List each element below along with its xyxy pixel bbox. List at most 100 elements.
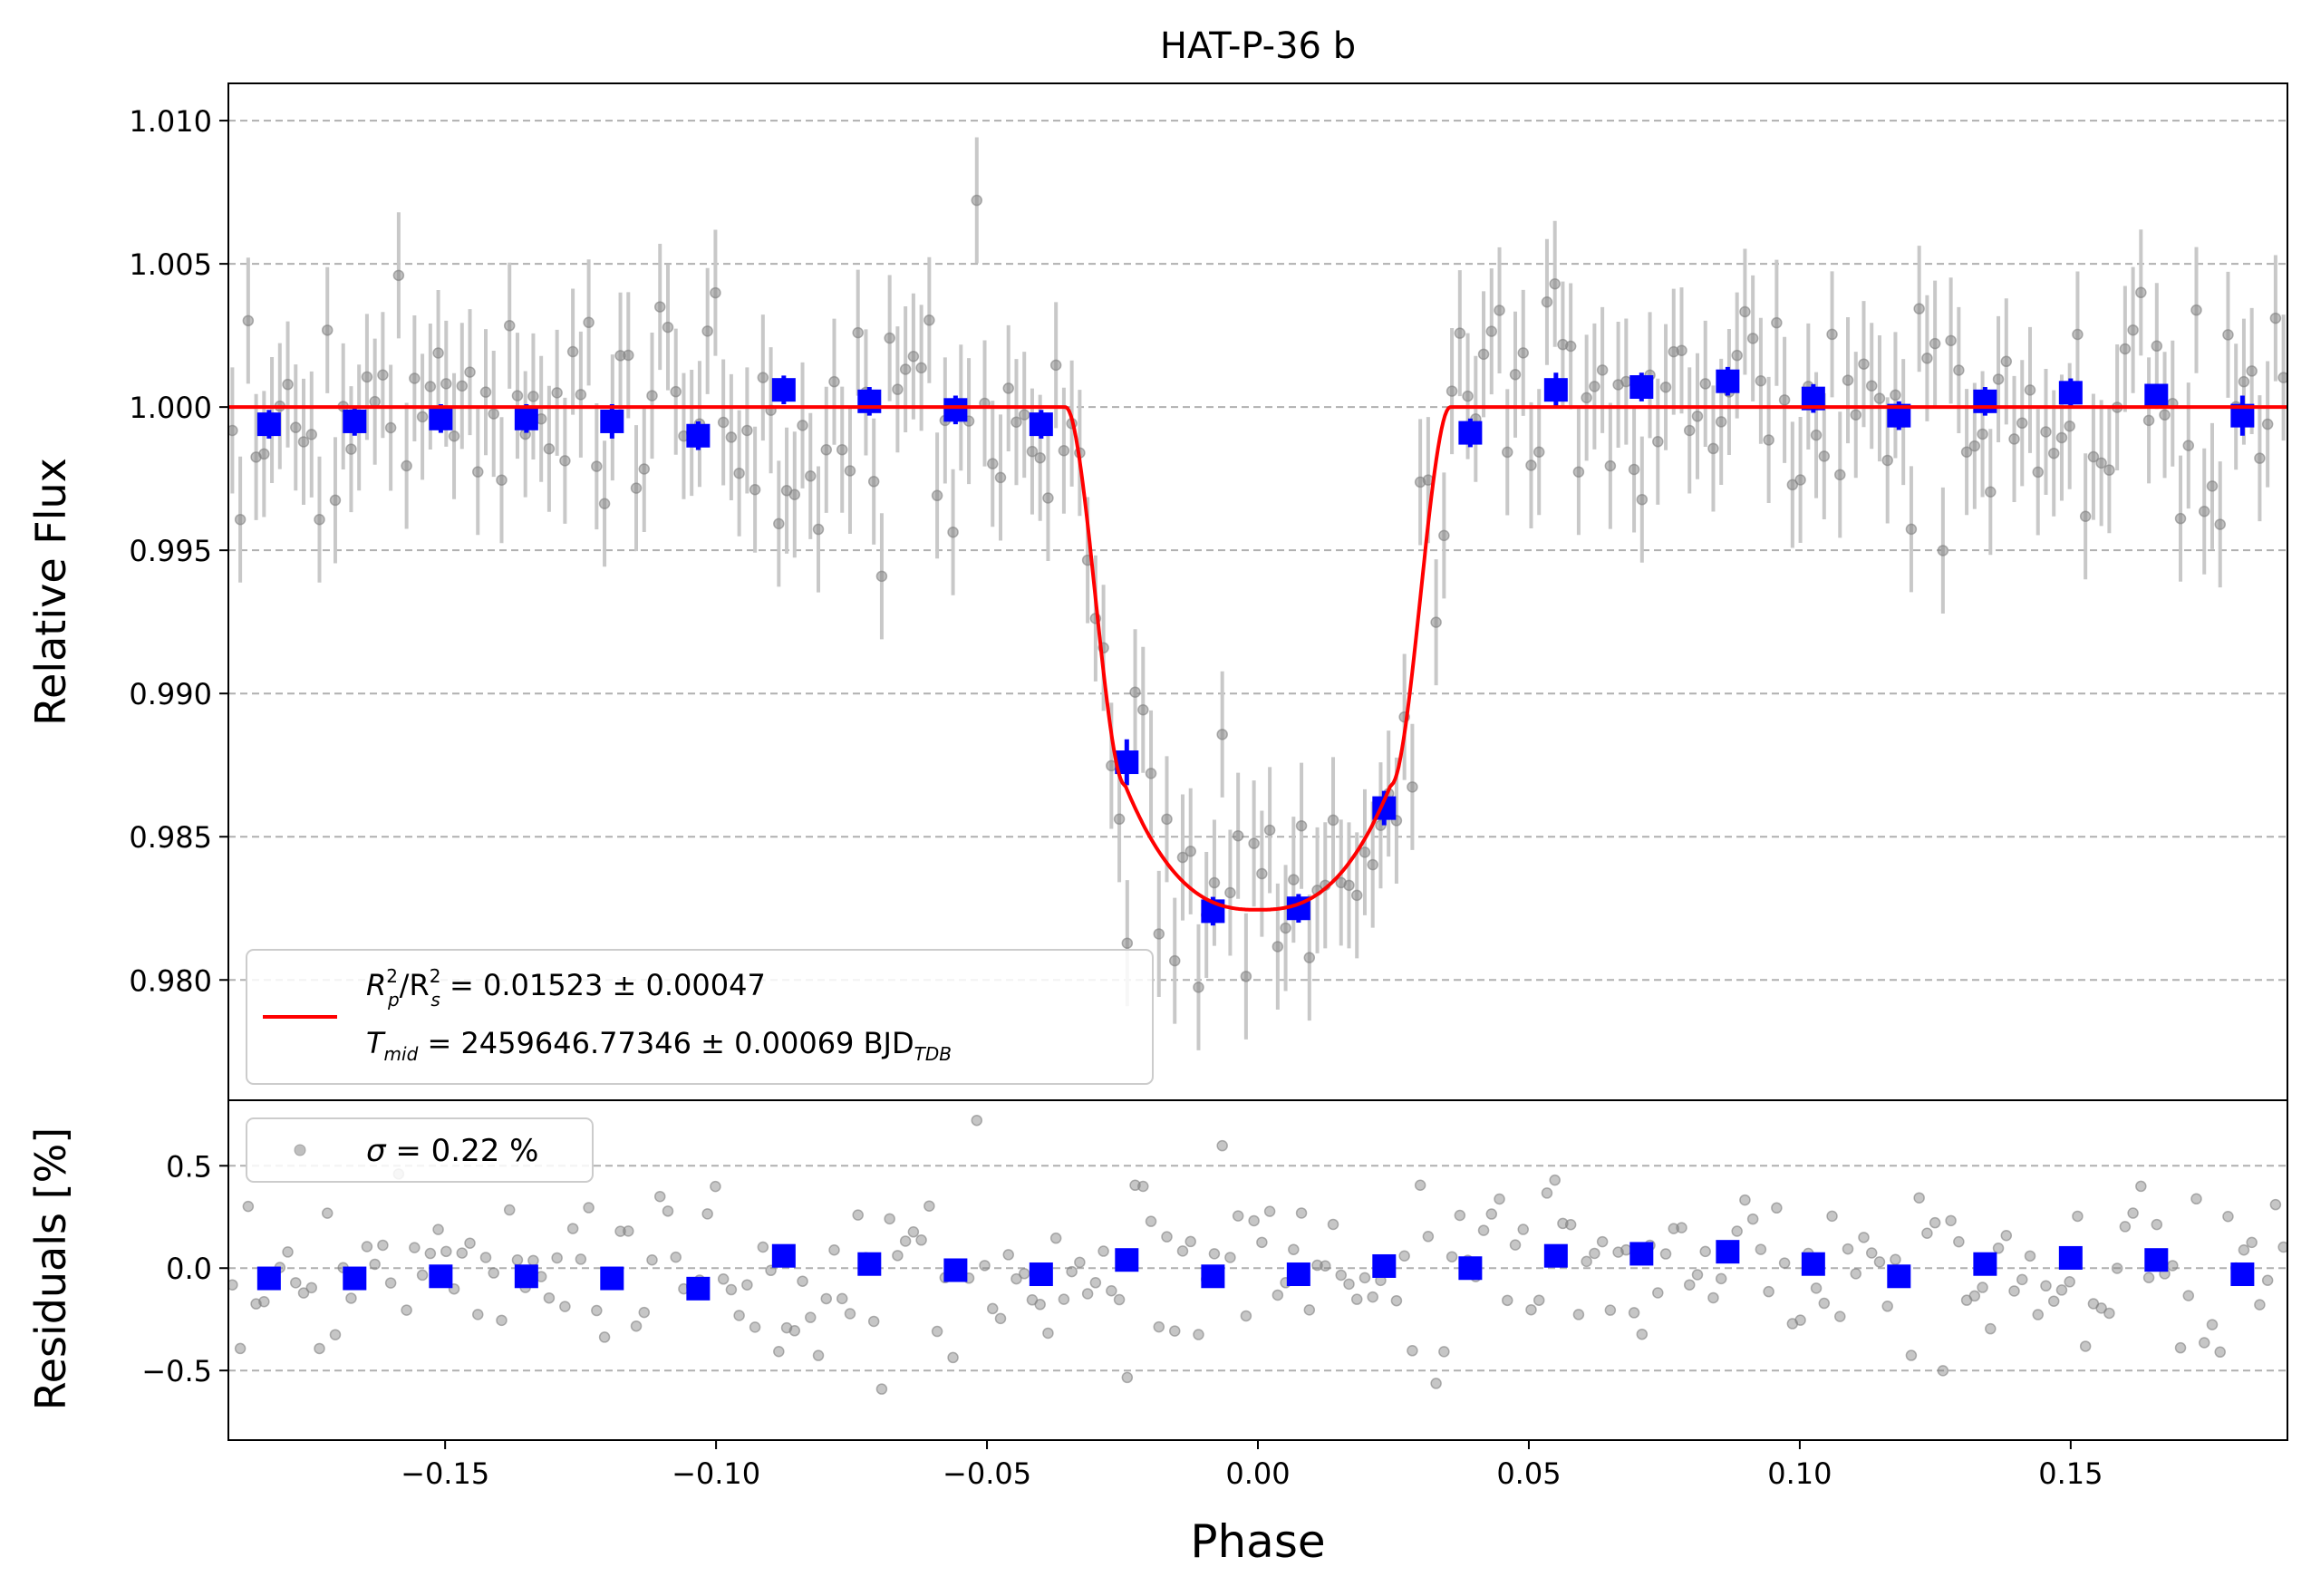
residual-point (1248, 1214, 1260, 1227)
residual-point (1541, 1187, 1553, 1199)
residual-point (1968, 1290, 1981, 1302)
residual-point (2064, 1276, 2075, 1288)
binned-point (943, 398, 968, 422)
raw-point (1193, 982, 1204, 993)
residual-point (1018, 1268, 1030, 1280)
residual-binned-point (600, 1266, 624, 1291)
binned-point (1458, 421, 1483, 445)
xtick-label: −0.15 (401, 1456, 489, 1491)
residual-point (805, 1311, 817, 1323)
residual-point (377, 1239, 389, 1252)
raw-point (1913, 303, 1925, 314)
residual-point (931, 1325, 943, 1338)
residual-point (1755, 1243, 1767, 1255)
raw-point (503, 320, 516, 332)
raw-point (1810, 429, 1823, 441)
raw-point (1121, 937, 1134, 949)
raw-point (1176, 851, 1189, 864)
raw-point (2222, 329, 2234, 341)
raw-point (1581, 392, 1592, 404)
residual-binned-point (1543, 1243, 1568, 1268)
xtick-label: 0.15 (2038, 1456, 2103, 1491)
residual-point (1683, 1279, 1696, 1291)
residual-point (797, 1275, 808, 1287)
residual-point (1826, 1210, 1838, 1223)
residual-point (1485, 1208, 1498, 1220)
raw-point (2198, 505, 2210, 517)
residual-point (1438, 1346, 1450, 1358)
top-ytick-label: 0.980 (129, 963, 212, 998)
residual-point (1232, 1210, 1244, 1222)
raw-point (2261, 418, 2274, 430)
raw-point (947, 526, 959, 538)
legend-tmid-text: Tmid = 2459646.77346 ± 0.00069 BJDTDB (366, 1026, 952, 1065)
residual-point (2190, 1193, 2202, 1205)
residual-point (297, 1287, 310, 1299)
xtick-label: 0.05 (1496, 1456, 1561, 1491)
raw-point (931, 489, 943, 502)
residual-point (971, 1114, 983, 1127)
residual-point (899, 1235, 912, 1247)
residual-point (2174, 1341, 2187, 1354)
raw-point (852, 326, 864, 339)
raw-point (1691, 411, 1704, 422)
raw-point (1763, 434, 1774, 446)
residual-point (1224, 1252, 1236, 1263)
raw-point (1303, 952, 1316, 963)
residual-point (242, 1200, 255, 1213)
binned-point (686, 423, 711, 448)
residual-point (401, 1304, 412, 1316)
binned-point (1716, 369, 1740, 393)
raw-point (646, 390, 658, 401)
raw-point (994, 471, 1007, 484)
residual-point (1739, 1194, 1751, 1206)
residual-point (1905, 1349, 1918, 1361)
residual-point (1216, 1139, 1228, 1152)
legend-residual-marker (294, 1144, 306, 1156)
raw-point (653, 301, 666, 313)
residual-point (1620, 1243, 1632, 1256)
residual-point (1977, 1282, 1988, 1293)
residual-point (2047, 1295, 2060, 1307)
residual-binned-points (256, 1240, 2255, 1301)
residual-point (1074, 1256, 1086, 1269)
residual-point (1715, 1272, 1727, 1285)
raw-point (1343, 879, 1355, 892)
residual-point (852, 1209, 864, 1221)
residual-point (844, 1308, 856, 1320)
residual-point (867, 1315, 880, 1328)
residual-point (1272, 1289, 1284, 1301)
residual-point (2119, 1221, 2132, 1233)
raw-point (1945, 334, 1957, 347)
residual-point (836, 1292, 848, 1305)
residual-point (2206, 1319, 2219, 1330)
residual-legend: σ = 0.22 % (246, 1117, 594, 1183)
residual-binned-point (2230, 1262, 2255, 1287)
residual-point (710, 1180, 721, 1193)
raw-error-bars (230, 137, 2286, 1050)
residual-point (2269, 1198, 2282, 1211)
raw-point (2214, 518, 2226, 530)
residual-point (1058, 1293, 1070, 1305)
residual-point (1185, 1235, 1196, 1248)
raw-point (1288, 874, 1300, 885)
residual-point (2079, 1340, 2092, 1352)
residual-point (282, 1246, 294, 1258)
raw-point (472, 466, 484, 478)
residual-point (1921, 1227, 1933, 1240)
residual-point (765, 1264, 777, 1277)
raw-point (2095, 457, 2107, 469)
residual-point (527, 1254, 539, 1267)
binned-point (1973, 389, 1997, 413)
residual-point (2016, 1273, 2028, 1286)
raw-point (234, 513, 247, 526)
raw-point (1161, 813, 1173, 826)
raw-point (1755, 374, 1767, 387)
raw-point (2047, 447, 2060, 459)
raw-point (464, 366, 476, 378)
raw-point (1771, 316, 1783, 329)
residual-point (1359, 1272, 1371, 1284)
residual-point (1731, 1225, 1743, 1237)
residual-point (1581, 1255, 1592, 1268)
residual-point (875, 1383, 888, 1395)
